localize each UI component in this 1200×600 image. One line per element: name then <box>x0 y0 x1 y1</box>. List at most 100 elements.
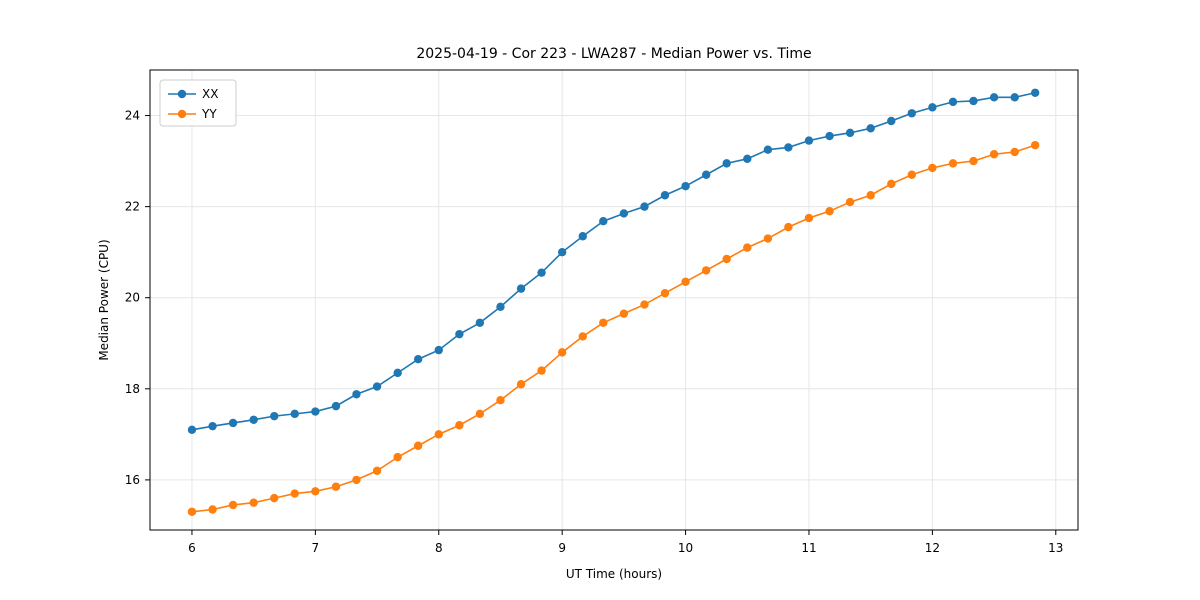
data-point-YY <box>599 318 608 327</box>
data-point-YY <box>660 288 670 298</box>
data-point-XX <box>681 181 690 191</box>
x-axis-label: UT Time (hours) <box>566 567 662 581</box>
data-point-YY <box>352 475 361 485</box>
data-point-YY <box>722 254 731 264</box>
data-point-YY <box>804 213 814 223</box>
data-point-YY <box>743 243 752 252</box>
data-point-XX <box>989 93 999 102</box>
data-point-XX <box>557 247 567 257</box>
data-point-YY <box>578 332 587 341</box>
data-point-YY <box>537 366 546 375</box>
data-point-XX <box>743 154 752 164</box>
data-point-YY <box>228 500 238 510</box>
data-point-XX <box>763 145 773 154</box>
data-point-XX <box>578 232 587 241</box>
data-point-XX <box>434 345 443 355</box>
data-point-XX <box>784 143 793 152</box>
data-point-XX <box>640 202 649 211</box>
data-point-YY <box>763 234 773 243</box>
data-point-XX <box>496 302 505 312</box>
data-point-XX <box>249 415 258 424</box>
data-point-XX <box>599 217 608 226</box>
y-tick-label: 22 <box>125 200 140 214</box>
data-point-YY <box>928 163 937 173</box>
data-point-YY <box>413 441 423 450</box>
y-tick-label: 20 <box>125 291 140 305</box>
data-point-XX <box>619 209 629 218</box>
x-tick-label: 12 <box>925 541 940 555</box>
x-tick-label: 7 <box>312 541 320 555</box>
data-point-YY <box>455 421 464 430</box>
data-point-YY <box>270 493 279 503</box>
data-point-XX <box>887 116 896 126</box>
data-point-XX <box>660 191 670 200</box>
data-point-XX <box>187 425 197 435</box>
x-tick-label: 8 <box>435 541 443 555</box>
data-point-YY <box>372 466 382 475</box>
x-tick-label: 9 <box>558 541 566 555</box>
y-tick-label: 18 <box>125 382 140 396</box>
data-point-XX <box>393 368 402 378</box>
data-point-YY <box>516 380 526 389</box>
data-point-YY <box>701 266 711 275</box>
data-point-YY <box>434 430 443 439</box>
series-line-YY <box>191 144 1036 513</box>
data-point-YY <box>989 150 999 159</box>
data-point-XX <box>825 131 834 141</box>
y-axis-label: Median Power (CPU) <box>97 239 111 360</box>
data-point-XX <box>455 329 464 339</box>
data-point-XX <box>537 268 546 277</box>
data-point-XX <box>475 318 485 327</box>
data-point-YY <box>887 179 896 189</box>
data-point-YY <box>249 498 258 507</box>
x-tick-label: 13 <box>1048 541 1063 555</box>
data-point-YY <box>907 170 916 179</box>
y-tick-label: 16 <box>125 473 140 487</box>
data-point-XX <box>804 136 814 145</box>
data-point-XX <box>866 124 875 133</box>
legend-marker-XX <box>177 89 187 99</box>
data-point-YY <box>331 482 341 491</box>
data-point-YY <box>311 487 320 496</box>
data-point-XX <box>928 103 937 112</box>
data-point-YY <box>845 197 855 207</box>
data-point-XX <box>969 96 978 106</box>
data-point-YY <box>496 395 505 405</box>
data-point-XX <box>701 170 711 179</box>
data-point-YY <box>187 507 197 516</box>
data-point-XX <box>270 411 279 421</box>
data-point-XX <box>331 401 341 411</box>
legend-label-YY: YY <box>201 107 217 121</box>
data-point-YY <box>1030 140 1040 150</box>
legend-box <box>159 79 237 127</box>
data-point-XX <box>413 355 423 364</box>
data-point-XX <box>290 409 299 419</box>
data-point-XX <box>228 418 238 428</box>
data-point-YY <box>866 191 875 200</box>
data-point-XX <box>1010 93 1019 102</box>
legend-label-XX: XX <box>202 87 218 101</box>
y-tick-label: 24 <box>125 109 140 123</box>
data-point-YY <box>557 348 567 357</box>
data-point-XX <box>311 407 320 416</box>
data-point-YY <box>825 206 834 216</box>
data-point-XX <box>516 284 526 293</box>
data-point-YY <box>681 277 690 286</box>
data-point-XX <box>907 109 916 118</box>
data-point-YY <box>969 156 978 166</box>
data-point-XX <box>1030 88 1040 97</box>
data-point-YY <box>393 452 402 462</box>
x-tick-label: 11 <box>801 541 816 555</box>
data-point-YY <box>1010 147 1019 157</box>
data-point-YY <box>948 159 958 168</box>
data-point-YY <box>640 300 649 309</box>
plot-frame <box>149 69 1079 531</box>
data-point-XX <box>948 97 958 107</box>
data-point-YY <box>290 489 299 498</box>
data-point-YY <box>784 222 793 232</box>
x-tick-label: 10 <box>678 541 693 555</box>
legend-marker-YY <box>177 109 187 119</box>
data-point-XX <box>845 128 855 138</box>
